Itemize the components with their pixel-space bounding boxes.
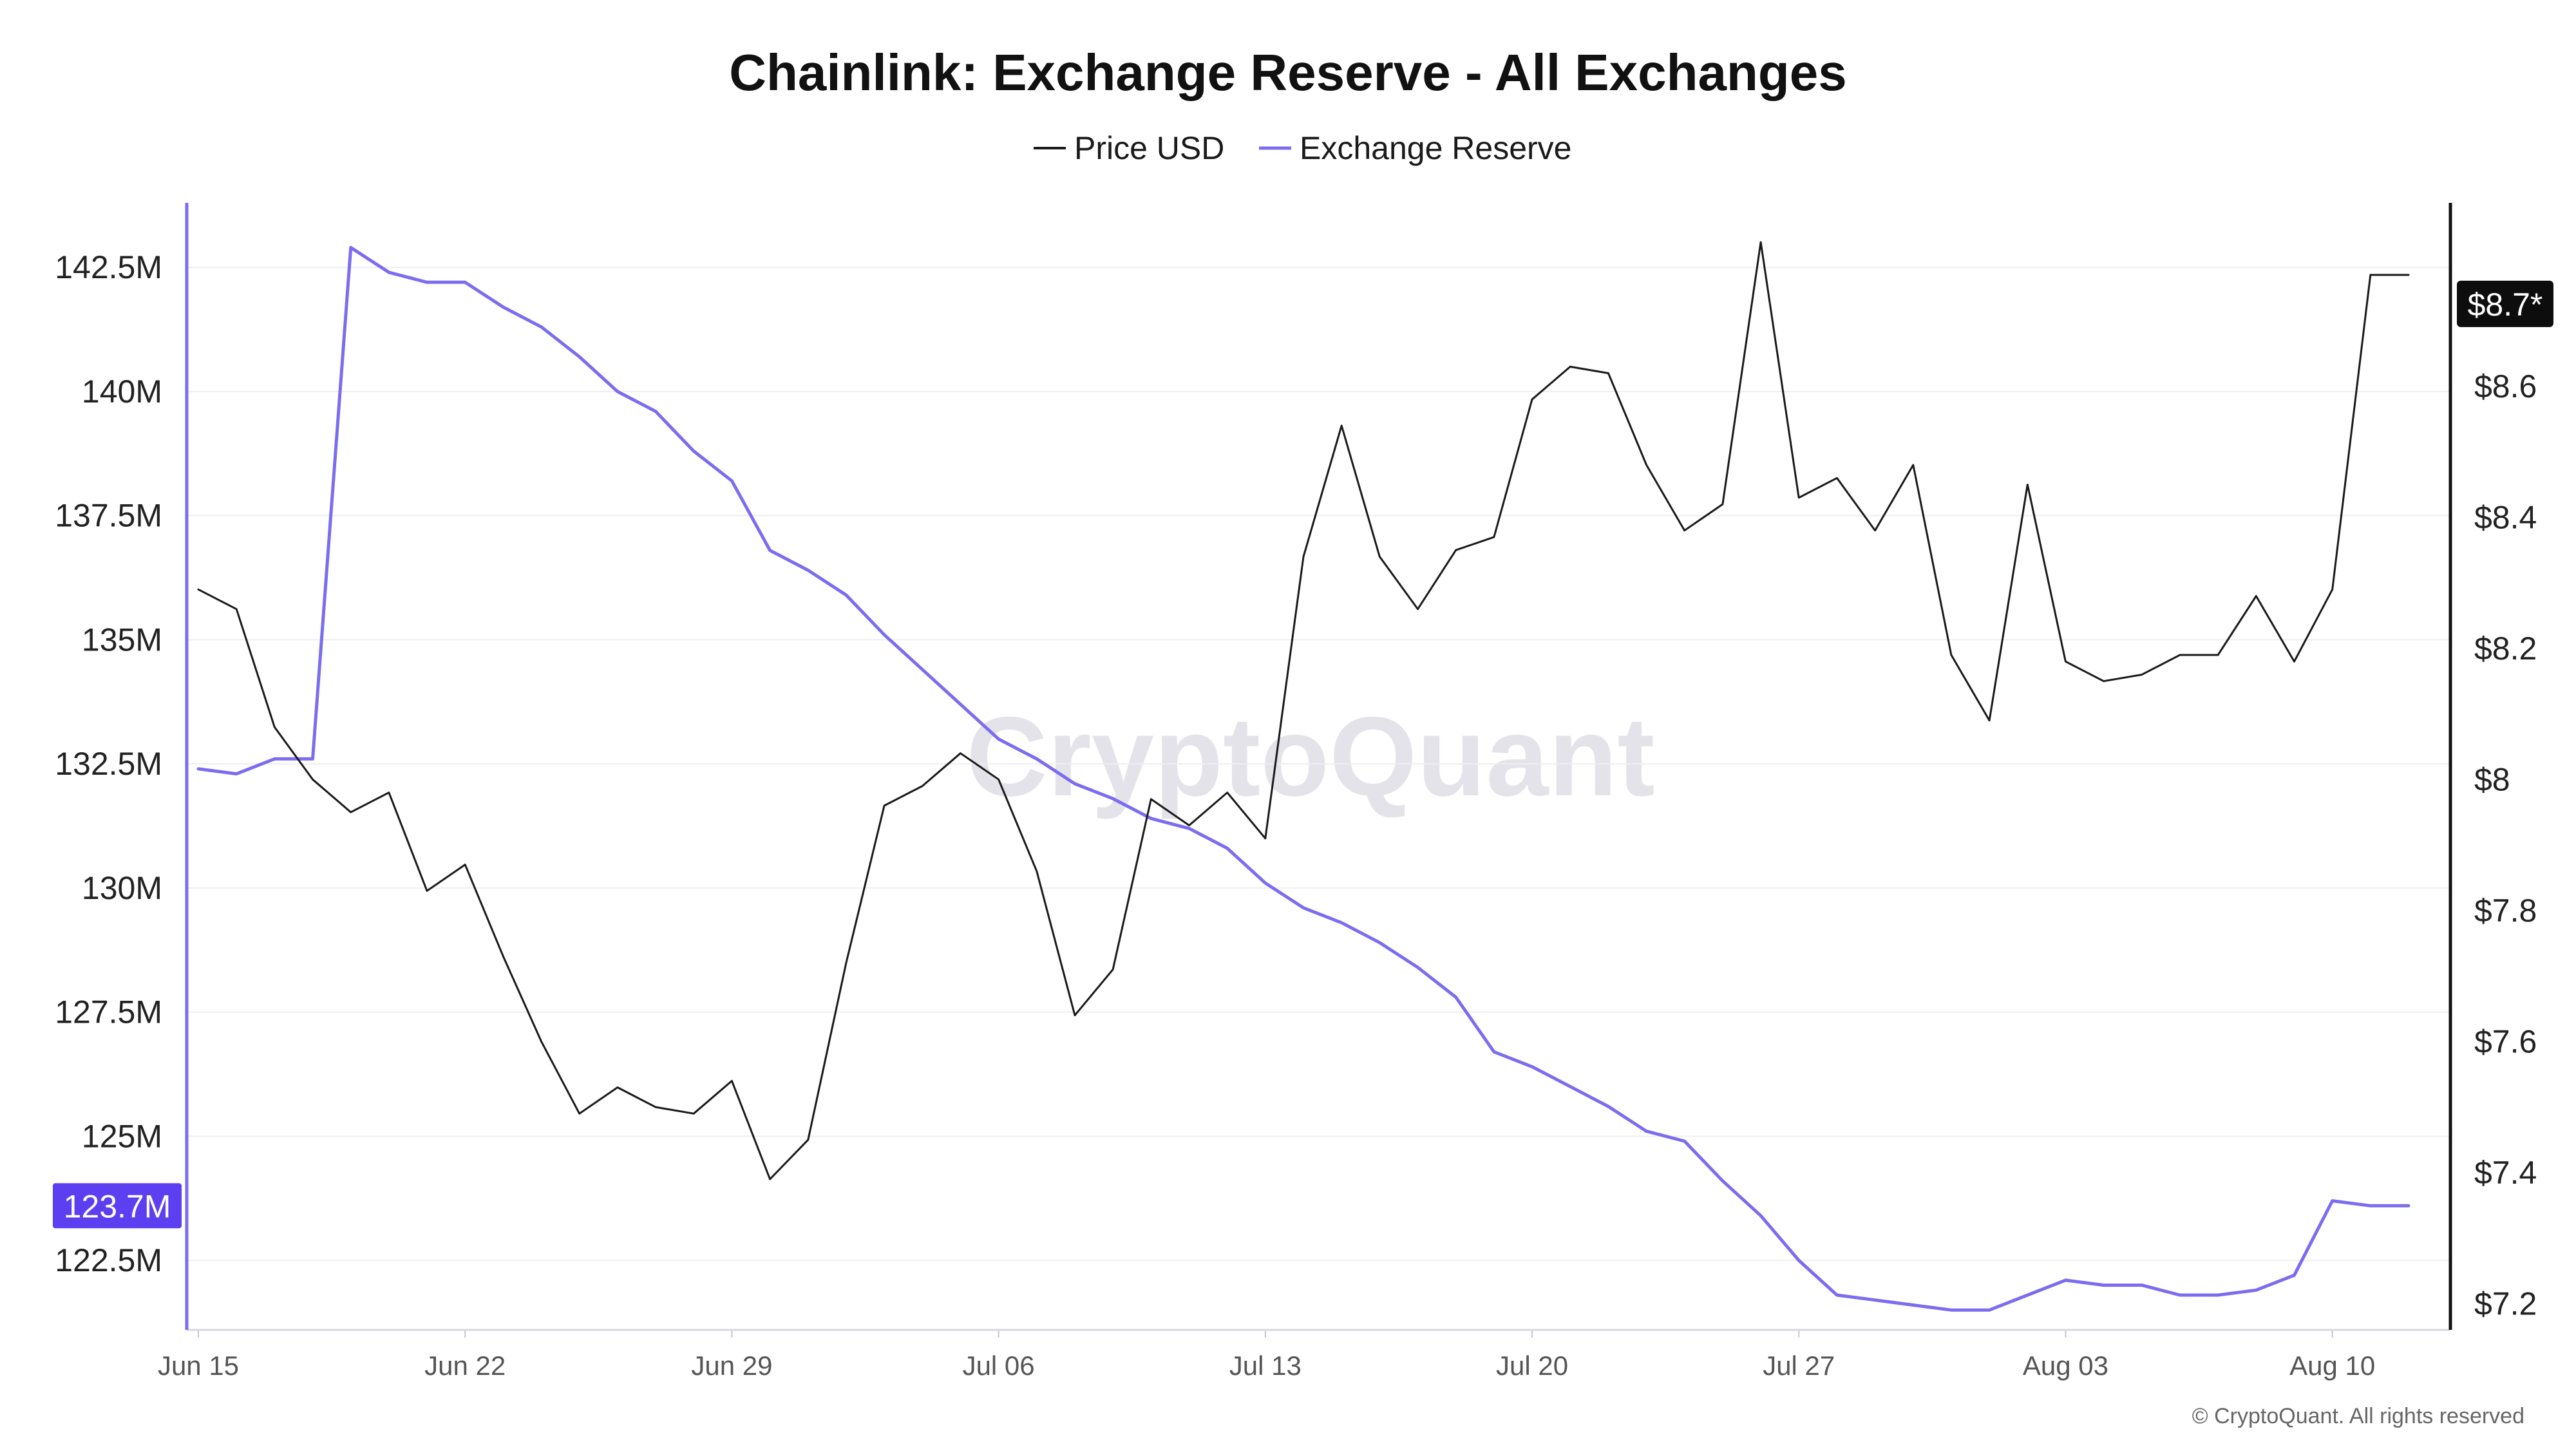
y-right-tick-label: $8.4 [2474, 499, 2537, 535]
y-right-tick-label: $8.6 [2474, 368, 2537, 404]
legend[interactable]: Price USD Exchange Reserve [1034, 130, 1571, 166]
y-left-tick-label: 140M [82, 374, 162, 410]
x-tick-label: Jul 20 [1496, 1350, 1568, 1381]
y-right-tick-label: $8 [2474, 761, 2510, 797]
y-left-tick-label: 137.5M [55, 498, 162, 534]
x-tick-label: Jul 13 [1229, 1350, 1302, 1381]
x-tick-label: Jun 22 [424, 1350, 506, 1381]
y-left-tick-label: 135M [82, 621, 162, 658]
x-tick-label: Aug 10 [2289, 1350, 2375, 1381]
left-value-badge-text: 123.7M [64, 1188, 171, 1224]
x-tick-label: Aug 03 [2023, 1350, 2108, 1381]
y-left-tick-label: 122.5M [55, 1242, 162, 1278]
y-right-tick-label: $7.2 [2474, 1285, 2537, 1321]
x-tick-label: Jun 29 [691, 1350, 772, 1381]
tick-labels: 122.5M 125M 127.5M 130M 132.5M 135M 137.5M 140M… [55, 249, 2537, 1381]
series [196, 241, 2410, 1312]
y-right-tick-label: $7.6 [2474, 1023, 2537, 1059]
axes [185, 203, 2452, 1338]
chart-title: Chainlink: Exchange Reserve - All Exchan… [729, 44, 1846, 101]
watermark: CryptoQuant [966, 694, 1654, 820]
legend-label-reserve[interactable]: Exchange Reserve [1300, 130, 1571, 166]
series-line-exchange-reserve [196, 245, 2410, 1312]
left-value-badge [53, 1183, 182, 1229]
copyright-notice: © CryptoQuant. All rights reserved [2192, 1404, 2524, 1428]
y-left-tick-label: 132.5M [55, 746, 162, 782]
y-left-tick-label: 127.5M [55, 994, 162, 1030]
legend-label-price[interactable]: Price USD [1074, 130, 1224, 166]
y-left-tick-label: 130M [82, 870, 162, 906]
y-right-tick-label: $8.2 [2474, 630, 2537, 667]
x-tick-label: Jul 06 [963, 1350, 1035, 1381]
value-badges: 123.7M $8.7* [53, 280, 2553, 1229]
right-value-badge-text: $8.7* [2468, 287, 2543, 323]
gridlines [187, 267, 2450, 1262]
x-tick-label: Jun 15 [158, 1350, 239, 1381]
right-value-badge [2457, 280, 2553, 327]
x-tick-label: Jul 27 [1763, 1350, 1835, 1381]
y-right-tick-label: $7.4 [2474, 1155, 2537, 1191]
y-right-tick-label: $7.8 [2474, 893, 2537, 929]
series-line-price-usd [197, 241, 2410, 1180]
y-left-tick-label: 125M [82, 1118, 162, 1154]
y-left-tick-label: 142.5M [55, 249, 162, 285]
